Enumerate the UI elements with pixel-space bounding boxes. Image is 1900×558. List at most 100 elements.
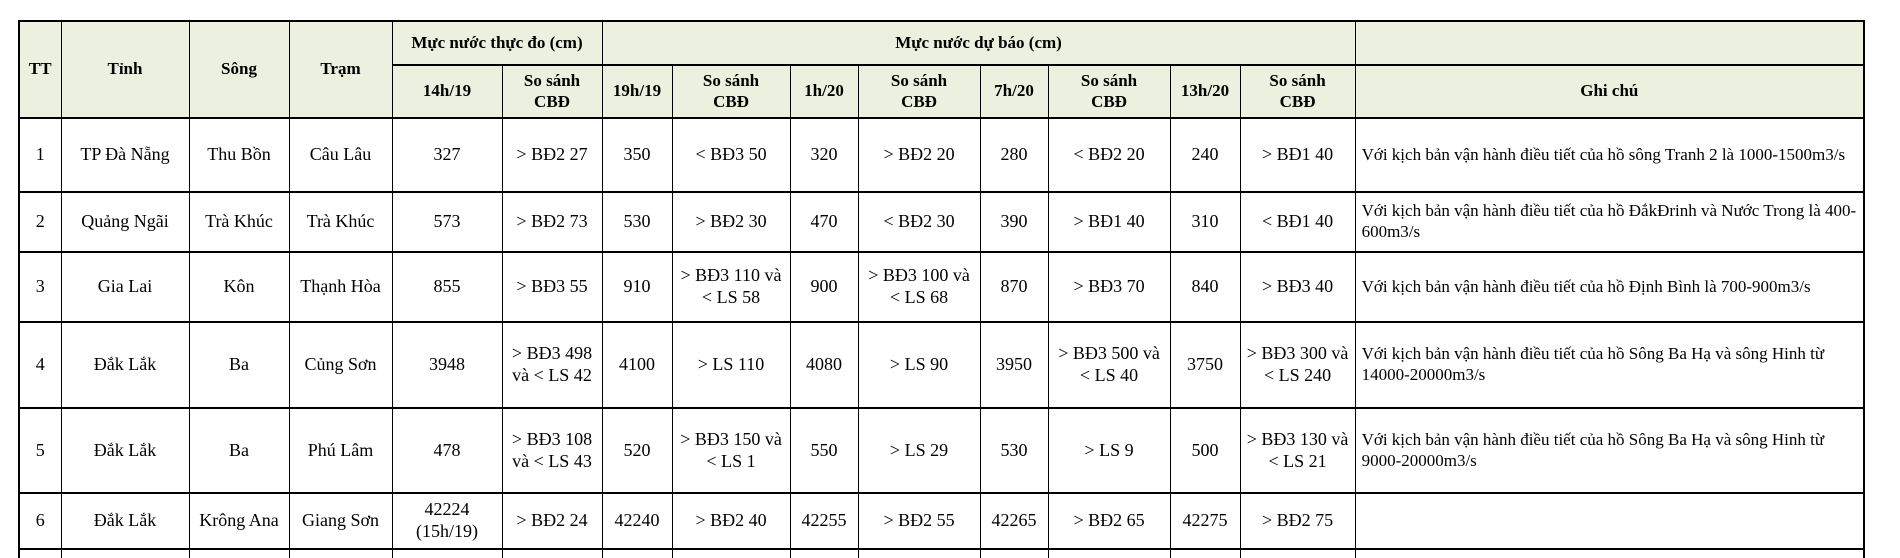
cell-empty	[391, 548, 503, 558]
cell-empty	[601, 548, 673, 558]
cell-empty	[979, 548, 1049, 558]
cell-compare: > BĐ2 24	[501, 492, 603, 550]
cell-tt: 6	[18, 492, 62, 550]
cell-tinh: Đắk Lắk	[60, 407, 190, 494]
compare-label-line1: So sánh	[1080, 70, 1138, 90]
cell-level: 550	[789, 407, 859, 494]
col-header-time: 7h/20	[979, 64, 1049, 119]
col-header-compare: So sánh CBĐ	[501, 64, 603, 119]
col-header-tinh: Tỉnh	[60, 20, 190, 119]
compare-label-line2: CBĐ	[901, 91, 937, 111]
compare-label-line1: So sánh	[523, 70, 581, 90]
cell-compare: > LS 9	[1047, 407, 1171, 494]
compare-label-line2: CBĐ	[713, 91, 749, 111]
table-row: 1 TP Đà Nẵng Thu Bồn Câu Lâu 327 > BĐ2 27 350 <…	[18, 117, 1865, 193]
cell-ghichu: Với kịch bản vận hành điều tiết của hồ S…	[1354, 407, 1865, 494]
cell-level: 530	[601, 191, 673, 253]
cell-empty	[188, 548, 290, 558]
cell-compare: > BĐ3 70	[1047, 251, 1171, 323]
cell-compare: > BĐ3 40	[1239, 251, 1356, 323]
cell-tram: Thạnh Hòa	[288, 251, 393, 323]
cell-tinh: TP Đà Nẵng	[60, 117, 190, 193]
table-row: 4 Đắk Lắk Ba Củng Sơn 3948 > BĐ3 498 và < LS …	[18, 321, 1865, 409]
cell-compare: > BĐ2 73	[501, 191, 603, 253]
cell-compare: < BĐ2 20	[1047, 117, 1171, 193]
compare-label-line1: So sánh	[890, 70, 948, 90]
col-header-time: 19h/19	[601, 64, 673, 119]
cell-compare: > BĐ1 40	[1239, 117, 1356, 193]
cell-compare: < BĐ3 50	[671, 117, 791, 193]
cell-tinh: Đắk Lắk	[60, 321, 190, 409]
cell-level: 310	[1169, 191, 1241, 253]
col-group-measured: Mực nước thực đo (cm)	[391, 20, 603, 66]
cell-level: 520	[601, 407, 673, 494]
cell-empty	[501, 548, 603, 558]
table-row: 6 Đắk Lắk Krông Ana Giang Sơn 42224 (15h/19)…	[18, 492, 1865, 550]
cell-compare: > BĐ3 110 và < LS 58	[671, 251, 791, 323]
cell-compare: > BĐ1 40	[1047, 191, 1171, 253]
cell-compare: > BĐ3 55	[501, 251, 603, 323]
table-row: 3 Gia Lai Kôn Thạnh Hòa 855 > BĐ3 55 910 > BĐ3 …	[18, 251, 1865, 323]
cell-tram: Trà Khúc	[288, 191, 393, 253]
cell-compare: > BĐ3 150 và < LS 1	[671, 407, 791, 494]
cell-compare: > BĐ2 20	[857, 117, 981, 193]
cell-empty	[671, 548, 791, 558]
compare-label-line1: So sánh	[702, 70, 760, 90]
cell-tinh: Gia Lai	[60, 251, 190, 323]
col-header-song: Sông	[188, 20, 290, 119]
cell-level: 42255	[789, 492, 859, 550]
cell-empty	[60, 548, 190, 558]
cell-compare: > BĐ3 130 và < LS 21	[1239, 407, 1356, 494]
cell-tt: 3	[18, 251, 62, 323]
cell-song: Trà Khúc	[188, 191, 290, 253]
cell-song: Krông Ana	[188, 492, 290, 550]
cell-ghichu: Với kịch bản vận hành điều tiết của hồ Đ…	[1354, 191, 1865, 253]
cell-empty	[18, 548, 62, 558]
cell-compare: > LS 110	[671, 321, 791, 409]
cell-empty	[789, 548, 859, 558]
cell-compare: < BĐ2 30	[857, 191, 981, 253]
cell-level: 42275	[1169, 492, 1241, 550]
cell-level: 4100	[601, 321, 673, 409]
cell-level: 320	[789, 117, 859, 193]
cell-level: 3950	[979, 321, 1049, 409]
cell-level: 42240	[601, 492, 673, 550]
cell-empty	[857, 548, 981, 558]
col-header-ghichu: Ghi chú	[1354, 64, 1865, 119]
cell-level: 530	[979, 407, 1049, 494]
cell-ghichu: Với kịch bản vận hành điều tiết của hồ Đ…	[1354, 251, 1865, 323]
cell-empty	[1047, 548, 1171, 558]
cell-level: 470	[789, 191, 859, 253]
cell-compare: > BĐ2 30	[671, 191, 791, 253]
cell-level: 42265	[979, 492, 1049, 550]
cell-level: 4080	[789, 321, 859, 409]
cell-level: 280	[979, 117, 1049, 193]
cell-empty	[1354, 548, 1865, 558]
cell-compare: > BĐ3 100 và < LS 68	[857, 251, 981, 323]
cell-level: 3948	[391, 321, 503, 409]
cell-level: 3750	[1169, 321, 1241, 409]
cell-compare: > LS 29	[857, 407, 981, 494]
header-row-groups: TT Tỉnh Sông Trạm Mực nước thực đo (cm) …	[18, 20, 1865, 119]
cell-level: 500	[1169, 407, 1241, 494]
cell-compare: > BĐ3 108 và < LS 43	[501, 407, 603, 494]
col-header-compare: So sánh CBĐ	[1047, 64, 1171, 119]
cell-compare: < BĐ1 40	[1239, 191, 1356, 253]
compare-label-line2: CBĐ	[1279, 91, 1316, 111]
cell-tram: Củng Sơn	[288, 321, 393, 409]
cell-empty	[288, 548, 393, 558]
cell-compare: > BĐ3 300 và < LS 240	[1239, 321, 1356, 409]
col-header-time: 14h/19	[391, 64, 503, 119]
cell-tt: 4	[18, 321, 62, 409]
cell-level: 870	[979, 251, 1049, 323]
cell-compare: > BĐ2 55	[857, 492, 981, 550]
cell-level: 573	[391, 191, 503, 253]
header-row-columns: 14h/19 So sánh CBĐ 19h/19 So sánh CBĐ 1h…	[19, 64, 1865, 119]
cell-level: 350	[601, 117, 673, 193]
table-row: 2 Quảng Ngãi Trà Khúc Trà Khúc 573 > BĐ2 73 53…	[18, 191, 1865, 253]
cell-tinh: Đắk Lắk	[60, 492, 190, 550]
cell-tt: 5	[18, 407, 62, 494]
cell-compare: > BĐ2 65	[1047, 492, 1171, 550]
col-header-compare: So sánh CBĐ	[671, 64, 791, 119]
